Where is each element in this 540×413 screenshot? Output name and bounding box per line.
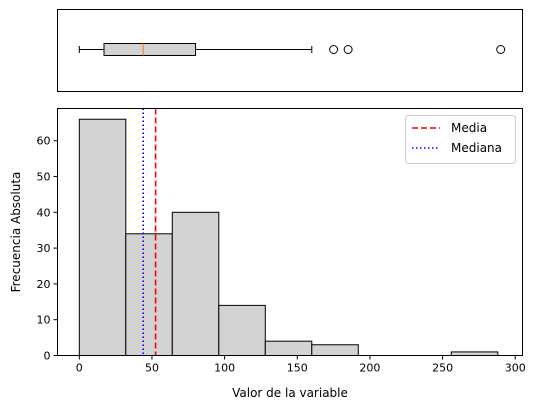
x-tick-label: 0 <box>76 362 83 375</box>
boxplot-outlier <box>329 45 339 54</box>
y-tick-label: 60 <box>37 135 51 148</box>
histogram-bar <box>450 351 499 356</box>
boxplot-marks <box>78 43 506 56</box>
legend-media-label: Media <box>451 121 487 135</box>
x-tick-label: 200 <box>359 362 380 375</box>
y-axis-label: Frecuencia Absoluta <box>9 172 23 293</box>
boxplot-box <box>103 43 197 56</box>
x-axis-ticks: 0 50 100 150 200 250 300 <box>76 355 526 375</box>
y-tick-label: 40 <box>37 206 51 219</box>
histogram-bar <box>264 340 313 356</box>
y-tick-label: 10 <box>37 314 51 327</box>
histogram-bar <box>171 211 220 356</box>
x-axis-label: Valor de la variable <box>232 386 348 400</box>
y-tick-label: 30 <box>37 242 51 255</box>
x-tick-label: 300 <box>505 362 526 375</box>
histogram-bar <box>78 118 127 356</box>
x-tick-label: 50 <box>145 362 159 375</box>
y-tick-label: 50 <box>37 171 51 184</box>
legend-mediana-label: Mediana <box>451 141 502 155</box>
histogram-bars <box>78 118 499 357</box>
histogram-frame <box>57 108 523 356</box>
x-tick-label: 150 <box>287 362 308 375</box>
x-tick-label: 250 <box>432 362 453 375</box>
histogram-bar <box>311 344 359 356</box>
boxplot-frame <box>57 9 523 92</box>
y-axis-ticks: 0 10 20 30 40 50 60 <box>37 135 58 363</box>
reference-lines <box>142 108 157 356</box>
histogram-bar <box>218 304 266 357</box>
boxplot-outlier <box>343 45 353 54</box>
x-tick-label: 100 <box>214 362 235 375</box>
y-tick-label: 20 <box>37 278 51 291</box>
boxplot-outlier <box>496 45 506 54</box>
y-tick-label: 0 <box>44 350 51 363</box>
histogram-bar <box>125 233 173 356</box>
histogram-panel: 0 50 100 150 200 250 300 0 10 20 30 40 50 60 Valor d… <box>9 108 526 400</box>
boxplot-panel <box>57 9 523 92</box>
legend: Media Mediana <box>405 115 516 164</box>
